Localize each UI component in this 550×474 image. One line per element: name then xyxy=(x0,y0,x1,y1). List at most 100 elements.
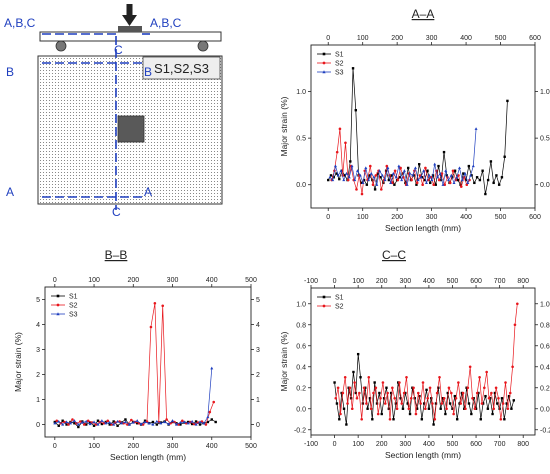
data-point xyxy=(179,423,182,426)
data-point xyxy=(379,396,382,400)
data-point xyxy=(92,424,96,427)
series-line xyxy=(54,368,213,425)
data-point xyxy=(422,169,426,172)
x-tick-label-top: 200 xyxy=(127,277,139,284)
x-tick-label-top: 500 xyxy=(447,278,459,285)
y-tick-label-right: 0.0 xyxy=(540,182,550,189)
y-tick-label-right: -0.2 xyxy=(540,427,550,434)
x-tick-label-top: 200 xyxy=(376,278,388,285)
data-point xyxy=(424,166,427,170)
data-point xyxy=(161,304,165,308)
data-point xyxy=(451,169,455,173)
x-tick-label: 400 xyxy=(460,214,472,221)
x-tick-label: 300 xyxy=(399,441,411,448)
data-point xyxy=(406,166,410,170)
data-point xyxy=(470,412,473,416)
data-point xyxy=(136,422,139,425)
data-point xyxy=(376,172,380,175)
x-tick-label-top: 0 xyxy=(326,35,330,42)
x-tick-label-top: -100 xyxy=(304,278,318,285)
data-point xyxy=(480,402,484,405)
x-tick-label-top: 0 xyxy=(53,277,57,284)
data-point xyxy=(380,412,383,416)
data-point xyxy=(385,386,388,389)
data-point xyxy=(331,178,335,182)
label-a-left: A xyxy=(6,185,14,199)
data-point xyxy=(151,420,155,424)
data-point xyxy=(410,178,413,182)
data-point xyxy=(368,164,372,168)
data-point xyxy=(373,381,376,384)
label-c-top: C xyxy=(114,43,123,57)
legend-marker xyxy=(56,294,60,298)
data-point xyxy=(382,397,386,400)
data-point xyxy=(356,169,360,172)
x-tick-label: 600 xyxy=(470,441,482,448)
data-point xyxy=(499,417,503,421)
legend-marker xyxy=(322,295,326,299)
data-point xyxy=(418,174,422,177)
data-point xyxy=(372,391,375,395)
data-point xyxy=(141,423,145,426)
data-point xyxy=(212,400,216,404)
data-point xyxy=(385,164,389,168)
data-point xyxy=(419,402,422,405)
data-point xyxy=(124,418,127,421)
data-point xyxy=(388,417,392,421)
x-tick-label: 300 xyxy=(167,443,179,450)
data-point xyxy=(368,174,371,177)
data-point xyxy=(432,423,435,426)
data-point xyxy=(401,407,405,410)
data-point xyxy=(393,169,397,173)
data-point xyxy=(440,402,444,405)
data-point xyxy=(508,391,512,395)
data-point xyxy=(340,169,344,172)
data-point xyxy=(459,185,463,188)
data-point xyxy=(457,381,460,384)
data-point xyxy=(100,422,104,426)
data-point xyxy=(190,422,194,426)
data-point xyxy=(359,376,362,379)
right-support xyxy=(197,40,209,52)
data-point xyxy=(435,175,439,179)
data-point xyxy=(490,391,493,395)
y-tick-label: 2 xyxy=(36,372,40,379)
data-point xyxy=(487,396,491,400)
data-point xyxy=(79,420,82,423)
data-point xyxy=(190,419,194,423)
data-point xyxy=(386,166,390,170)
y-tick-label: 0.0 xyxy=(296,406,306,413)
beam xyxy=(39,31,222,42)
data-point xyxy=(437,164,440,168)
load-arrow-icon xyxy=(122,4,137,26)
data-point xyxy=(427,407,431,410)
data-point xyxy=(458,166,462,170)
data-point xyxy=(127,422,131,426)
x-tick-label: 200 xyxy=(127,443,139,450)
data-point xyxy=(453,394,457,398)
data-point xyxy=(414,412,418,416)
legend-label: S1 xyxy=(69,294,78,301)
data-point xyxy=(327,178,330,182)
y-tick-label-right: 0.8 xyxy=(540,322,550,329)
data-point xyxy=(471,396,474,400)
data-point xyxy=(392,418,395,421)
legend-label: S1 xyxy=(335,295,344,302)
y-axis-label: Major strain (%) xyxy=(279,96,289,156)
x-tick-label-top: 100 xyxy=(88,277,100,284)
data-point xyxy=(413,166,417,170)
data-point xyxy=(360,181,363,185)
x-tick-label: 0 xyxy=(53,443,57,450)
data-point xyxy=(399,166,402,170)
data-point xyxy=(442,150,446,154)
data-point xyxy=(463,171,467,175)
data-point xyxy=(204,423,208,426)
data-point xyxy=(408,412,412,416)
data-point xyxy=(396,178,400,182)
y-tick-label-right: 0.5 xyxy=(540,136,550,143)
data-point xyxy=(163,420,167,424)
data-point xyxy=(422,402,426,405)
data-point xyxy=(412,174,415,177)
data-point xyxy=(329,174,333,177)
data-point xyxy=(208,410,212,414)
